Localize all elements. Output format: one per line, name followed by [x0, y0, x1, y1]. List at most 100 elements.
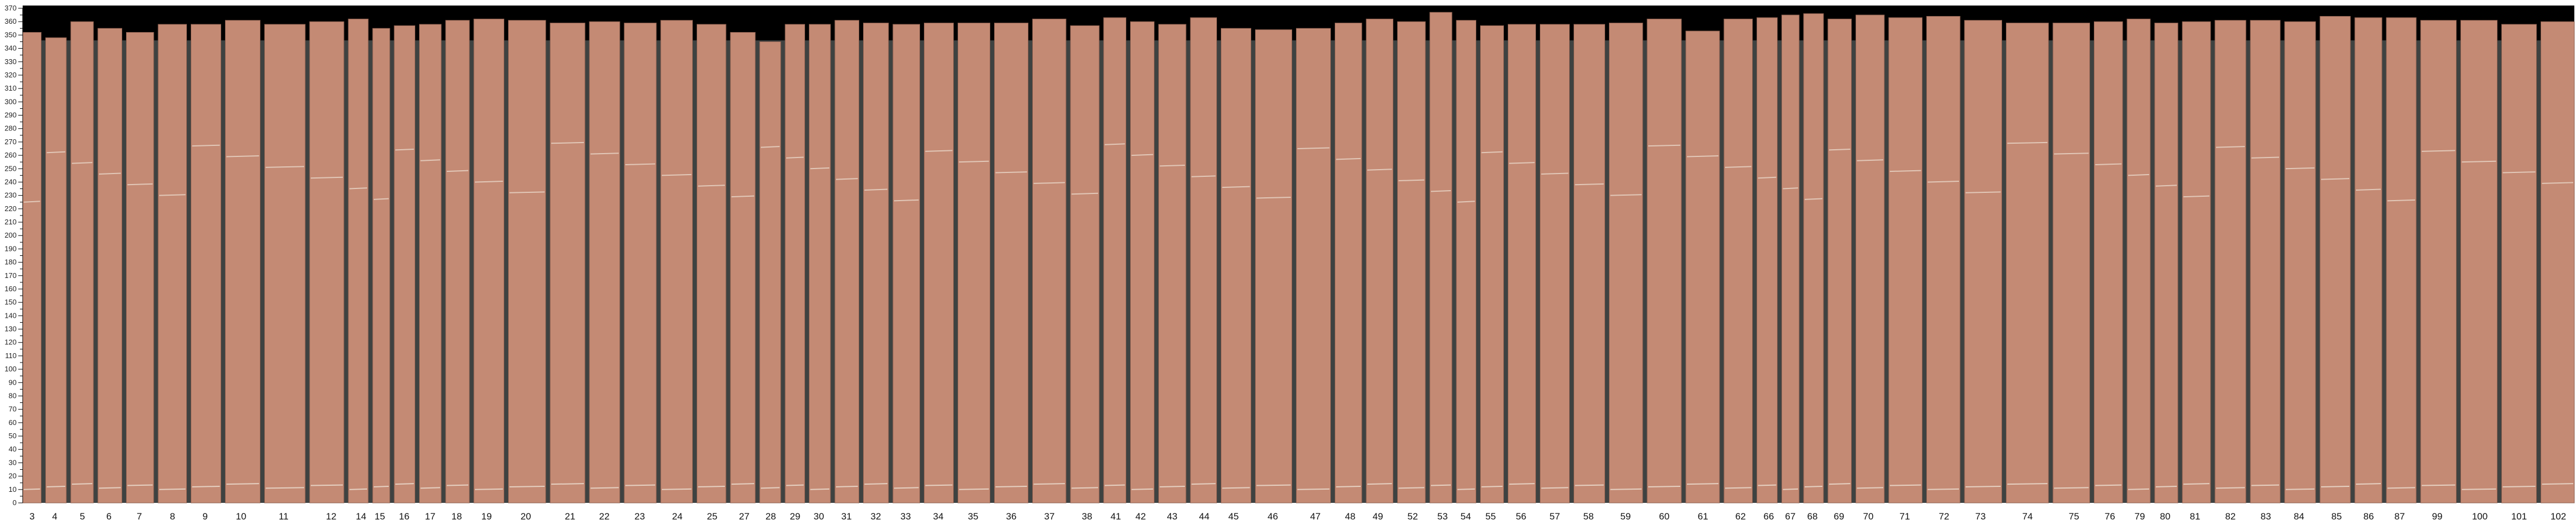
- core-strip-body: [1397, 21, 1426, 503]
- sample-labels: 3 4 5 6 7 8 9 10 11 12 14 15 16 17 18 19 20 21 22 23 24 25 27 2…: [29, 511, 2566, 522]
- core-strip-33: [892, 24, 920, 503]
- core-strip-7: [126, 32, 154, 503]
- core-strip-body: [158, 24, 187, 503]
- ring-mark: [192, 486, 220, 487]
- core-strip-4: [45, 37, 67, 503]
- ring-mark: [2321, 486, 2350, 487]
- ring-mark: [159, 488, 186, 490]
- sample-label: 80: [2160, 511, 2171, 522]
- core-strip-49: [1366, 18, 1393, 503]
- sample-label: 37: [1044, 511, 1055, 522]
- core-strip-53: [1429, 12, 1452, 503]
- ring-mark: [2462, 488, 2496, 490]
- core-strip-body: [2354, 17, 2382, 503]
- core-strip-17: [419, 24, 442, 503]
- core-strip-102: [2541, 21, 2575, 503]
- sample-label: 52: [1408, 511, 1418, 522]
- core-strip-41: [1103, 17, 1126, 503]
- sample-label: 31: [842, 511, 852, 522]
- sample-label: 58: [1584, 511, 1594, 522]
- ring-mark: [2502, 486, 2536, 487]
- y-tick-label: 360: [4, 17, 17, 25]
- sample-label: 4: [52, 511, 57, 522]
- ring-mark: [1541, 172, 1569, 175]
- ring-mark: [46, 486, 66, 487]
- sample-label: 8: [170, 511, 175, 522]
- sample-label: 14: [356, 511, 367, 522]
- ring-mark: [420, 487, 441, 489]
- core-strip-56: [1508, 24, 1536, 503]
- ring-mark: [265, 166, 305, 168]
- ring-mark: [1457, 201, 1475, 203]
- core-strip-47: [1296, 28, 1331, 503]
- sample-label: 59: [1621, 511, 1631, 522]
- y-tick-label: 200: [4, 231, 17, 239]
- sample-label: 53: [1438, 511, 1448, 522]
- y-tick-label: 180: [4, 258, 17, 266]
- ring-mark: [1457, 488, 1475, 490]
- sample-label: 61: [1698, 511, 1708, 522]
- core-strip-76: [2094, 21, 2123, 503]
- core-strip-body: [2182, 21, 2211, 503]
- ring-mark: [1804, 486, 1823, 487]
- core-strip-body: [1429, 12, 1452, 503]
- ring-mark: [1256, 197, 1291, 199]
- core-strip-body: [2386, 17, 2417, 503]
- ring-mark: [1541, 487, 1569, 489]
- core-strip-body: [2460, 20, 2497, 503]
- ring-mark: [1398, 179, 1425, 182]
- core-strip-57: [1540, 24, 1570, 503]
- ring-mark: [1481, 486, 1503, 487]
- core-strip-body: [624, 23, 657, 503]
- ring-mark: [1256, 484, 1291, 486]
- core-strip-70: [1856, 14, 1885, 503]
- y-tick-label: 250: [4, 164, 17, 172]
- core-strip-body: [2094, 21, 2123, 503]
- sample-label: 20: [521, 511, 531, 522]
- core-strip-20: [508, 20, 546, 503]
- sample-label: 5: [80, 511, 85, 522]
- core-strip-46: [1255, 29, 1292, 503]
- sample-label: 49: [1373, 511, 1383, 522]
- core-strip-body: [225, 20, 260, 503]
- ring-mark: [2183, 195, 2210, 198]
- y-tick-label: 310: [4, 84, 17, 92]
- core-strip-73: [1964, 20, 2002, 503]
- y-axis: 0 10 20 30 40 50 60 70 80 90 100 110 120 130 140 150 160…: [4, 4, 23, 507]
- ring-mark: [925, 150, 953, 152]
- ring-mark: [590, 153, 619, 155]
- ring-mark: [1648, 486, 1681, 487]
- ring-mark: [2421, 484, 2455, 486]
- y-tick-label: 150: [4, 298, 17, 306]
- y-tick-label: 50: [9, 432, 17, 440]
- core-strip-body: [1926, 16, 1961, 503]
- core-strip-66: [1757, 17, 1778, 503]
- ring-mark: [810, 488, 830, 490]
- ring-mark: [1430, 484, 1451, 486]
- core-strip-body: [809, 24, 831, 503]
- core-strip-body: [1255, 29, 1292, 503]
- ring-mark: [446, 484, 469, 486]
- ring-mark: [893, 487, 919, 489]
- core-strip-body: [1032, 18, 1067, 503]
- sample-label: 54: [1461, 511, 1471, 522]
- core-strip-36: [994, 23, 1028, 503]
- sample-label: 22: [599, 511, 610, 522]
- core-strip-86: [2354, 17, 2382, 503]
- ring-mark: [661, 488, 692, 490]
- core-strip-body: [660, 20, 693, 503]
- ring-mark: [1104, 484, 1125, 486]
- y-tick-label: 290: [4, 111, 17, 119]
- core-strip-body: [394, 25, 415, 503]
- core-strip-body: [958, 23, 990, 503]
- core-strip-75: [2052, 23, 2090, 503]
- core-strip-8: [158, 24, 187, 503]
- ring-mark: [2155, 185, 2177, 187]
- core-strip-body: [1888, 17, 1922, 503]
- y-tick-label: 240: [4, 177, 17, 186]
- ring-mark: [265, 487, 305, 489]
- core-strip-60: [1647, 18, 1682, 503]
- y-tick-label: 160: [4, 285, 17, 293]
- sample-label: 67: [1785, 511, 1796, 522]
- sample-label: 29: [790, 511, 801, 522]
